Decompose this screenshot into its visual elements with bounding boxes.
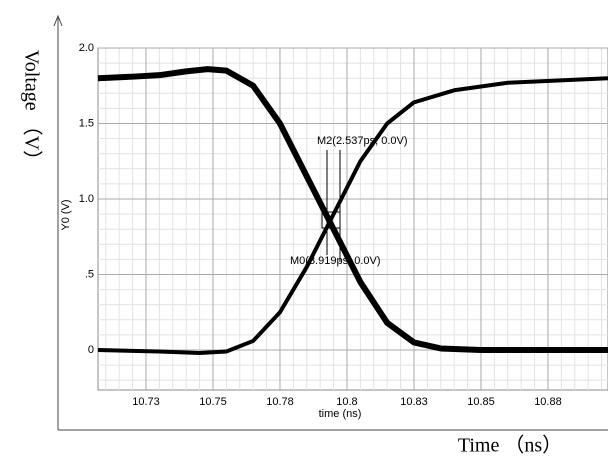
outer-x-label: Time （ns）: [458, 434, 562, 457]
y-tick-label: 0: [88, 344, 94, 356]
y-tick-label: 1.0: [79, 193, 94, 205]
y-tick-label: 2.0: [79, 42, 94, 54]
marker-label: M2(2.537ps, 0.0V): [317, 135, 408, 147]
series-line: [97, 76, 608, 356]
plot-area: [97, 47, 608, 391]
x-tick-label: 10.8: [336, 396, 357, 408]
marker-box: [321, 211, 341, 229]
y-tick-label: 1.5: [79, 117, 94, 129]
x-tick-label: 10.88: [534, 396, 562, 408]
x-tick-label: 10.85: [467, 396, 495, 408]
x-tick-label: 10.78: [266, 396, 294, 408]
series-line: [97, 66, 608, 353]
x-axis-label: time (ns): [319, 408, 362, 420]
y-tick-label: .5: [85, 268, 94, 280]
y-axis-label: Y0 (V): [60, 199, 72, 230]
x-tick-label: 10.73: [132, 396, 160, 408]
outer-y-label: Voltage （V）: [20, 50, 43, 170]
x-tick-label: 10.83: [400, 396, 428, 408]
marker-label: M0(3.919ps, 0.0V): [290, 255, 381, 267]
outer-arrow: [53, 14, 63, 27]
x-tick-label: 10.75: [199, 396, 227, 408]
